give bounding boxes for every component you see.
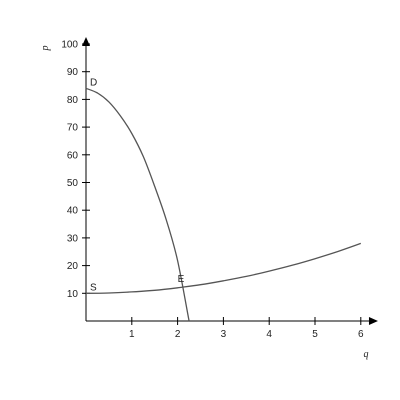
- curves: [85, 87, 362, 322]
- y-axis-label: p: [40, 46, 51, 52]
- curve-d: [85, 87, 190, 322]
- y-tick-label: 70: [67, 123, 79, 134]
- curve-s: [85, 242, 362, 294]
- y-tick-label: 10: [67, 289, 79, 300]
- x-tick-label: 4: [266, 329, 272, 340]
- y-tick-label: 90: [67, 67, 79, 78]
- x-tick-label: 1: [129, 329, 135, 340]
- curve-label-s: S: [90, 282, 97, 293]
- y-axis-arrow: [82, 37, 90, 46]
- y-tick-label: 20: [67, 261, 79, 272]
- x-tick-label: 6: [358, 329, 364, 340]
- y-tick-label: 80: [67, 95, 79, 106]
- y-tick-label: 30: [67, 233, 79, 244]
- x-tick-label: 2: [175, 329, 181, 340]
- x-ticks: 1 2 3 4 5 6: [129, 317, 364, 340]
- axes: [82, 37, 378, 325]
- curve-label-d: D: [90, 77, 97, 88]
- equilibrium-label: E: [178, 274, 185, 285]
- x-axis-label: q: [363, 349, 368, 360]
- y-tick-label: 100: [61, 40, 78, 51]
- x-axis-arrow: [368, 317, 378, 325]
- curve-labels: D S E: [90, 77, 185, 293]
- x-tick-label: 5: [312, 329, 318, 340]
- x-tick-label: 3: [221, 329, 227, 340]
- y-tick-label: 40: [67, 206, 79, 217]
- y-tick-label: 50: [67, 178, 79, 189]
- y-tick-label: 60: [67, 150, 79, 161]
- y-ticks: 10 20 30 40 50 60 70 80 90 100: [61, 40, 90, 300]
